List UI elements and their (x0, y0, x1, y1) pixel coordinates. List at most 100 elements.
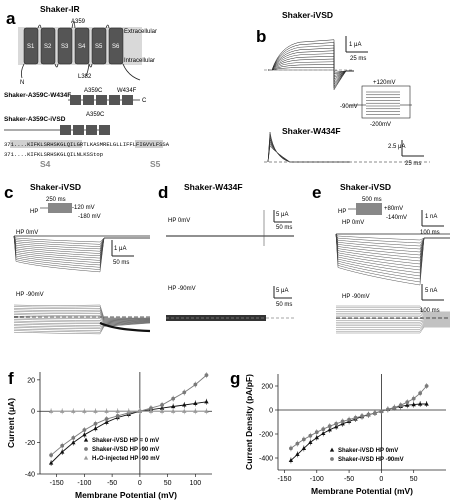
data-point (60, 443, 65, 448)
data-point (385, 407, 390, 412)
legend-marker (83, 455, 89, 460)
data-point (159, 408, 165, 413)
data-point (321, 431, 326, 435)
scale1-y: 1 μA (349, 42, 361, 48)
trace-line (335, 233, 450, 256)
x-tick-label: 0 (379, 476, 383, 483)
data-point (301, 437, 306, 442)
data-point (193, 408, 198, 413)
legend-label: Shaker-iVSD HP = 0 mV (92, 438, 159, 444)
data-point (340, 419, 345, 424)
c-hp1: HP 0mV (16, 230, 38, 236)
helix-labels: S1 S2 S3 S4 S5 S6 (27, 44, 120, 50)
x-axis-label: Membrane Potential (mV) (311, 486, 413, 496)
construct1-mut1: A359C (84, 88, 103, 94)
x-tick-label: -150 (50, 480, 64, 487)
y-tick-label: -400 (259, 456, 273, 463)
data-point (418, 391, 423, 396)
trace-line (335, 233, 450, 286)
d-scale1-x: 50 ms (276, 225, 292, 231)
data-point (93, 408, 98, 413)
e-proto-top: +80mV (384, 206, 403, 212)
x-tick-label: -50 (107, 480, 117, 487)
data-point (126, 408, 131, 413)
trace-line (335, 233, 450, 268)
y-tick-label: -40 (25, 472, 35, 479)
label-extracellular: Extracellular (124, 29, 157, 35)
d-hp2: HP -90mV (168, 286, 196, 292)
panel-a-letter: a (6, 9, 16, 28)
d-scale1-y: 5 μA (276, 212, 288, 218)
panel-a-title: Shaker-IR (40, 4, 80, 14)
data-point (149, 406, 153, 410)
e-scale1-x: 100 ms (420, 230, 440, 236)
data-point (170, 408, 176, 413)
data-point (405, 400, 410, 405)
trace-line (13, 309, 151, 320)
trace-line (13, 235, 150, 268)
legend-marker (329, 447, 335, 452)
data-point (411, 396, 416, 401)
construct1-c: C (142, 98, 147, 104)
x-axis-label: Membrane Potential (mV) (75, 490, 177, 500)
panel-f-letter: f (8, 369, 14, 388)
sequence-2: 371....KIFKLSRHSKGLQILNLKSStop (4, 151, 103, 158)
panel-g-letter: g (230, 369, 240, 388)
trace-line (335, 233, 450, 247)
trace-line (13, 235, 150, 250)
data-point (59, 449, 65, 454)
trace-line (268, 39, 354, 91)
helix-loops (37, 21, 110, 68)
panel-a: a Shaker-IR A359 Extracellular Intracell… (4, 4, 170, 169)
data-point (411, 402, 416, 407)
sequence-1: 371....KIFKLSRHSKGLQILGRTLKASMRELGLLIFFL… (4, 141, 170, 148)
trace-line (268, 44, 354, 87)
data-point (82, 428, 87, 432)
c-proto-top: -120 mV (72, 205, 95, 211)
protocol-inset: +120mV -90mV -200mV (340, 80, 412, 128)
c-proto-bottom: -180 mV (78, 214, 101, 220)
c-proto-box (48, 203, 72, 213)
trace-line (13, 321, 151, 326)
data-point (301, 446, 307, 450)
x-tick-label: 50 (164, 480, 172, 487)
trace-line (13, 235, 150, 263)
d-hp1: HP 0mV (168, 218, 190, 224)
data-point (182, 402, 187, 407)
legend-marker (83, 437, 89, 442)
construct1-bar (68, 95, 140, 105)
trace-line (13, 304, 150, 319)
data-point (289, 446, 293, 451)
legend-label: Shaker-iVSD HP 0mV (338, 448, 398, 454)
data-point (59, 408, 65, 413)
data-point (204, 373, 209, 378)
label-s5: S5 (150, 159, 161, 169)
seg-s3: S3 (61, 44, 69, 50)
y-tick-label: 200 (261, 384, 273, 391)
trace-line (13, 235, 150, 247)
series-line (290, 385, 427, 449)
trace-line (13, 235, 150, 259)
construct2-mut: A359C (86, 112, 105, 118)
data-point (148, 408, 154, 413)
data-point (288, 458, 294, 462)
data-point (82, 408, 87, 413)
data-point (334, 421, 339, 426)
trace-line (336, 309, 450, 315)
trace-line (335, 233, 450, 244)
data-point (193, 400, 198, 405)
construct1-name: Shaker-A359C-W434F (4, 92, 71, 99)
panel-b-letter: b (256, 27, 266, 46)
s5-highlight (135, 140, 163, 148)
data-point (170, 404, 176, 409)
trace-line (335, 233, 450, 265)
trace-line (335, 233, 450, 253)
d-scale2-x: 50 ms (276, 302, 292, 308)
proto-top: +120mV (373, 80, 396, 86)
trace-line (336, 322, 450, 327)
trace-line (336, 305, 450, 313)
x-tick-label: -150 (277, 476, 291, 483)
trace-w434f (264, 131, 430, 163)
trace-line (13, 306, 151, 319)
seg-s6: S6 (112, 44, 120, 50)
